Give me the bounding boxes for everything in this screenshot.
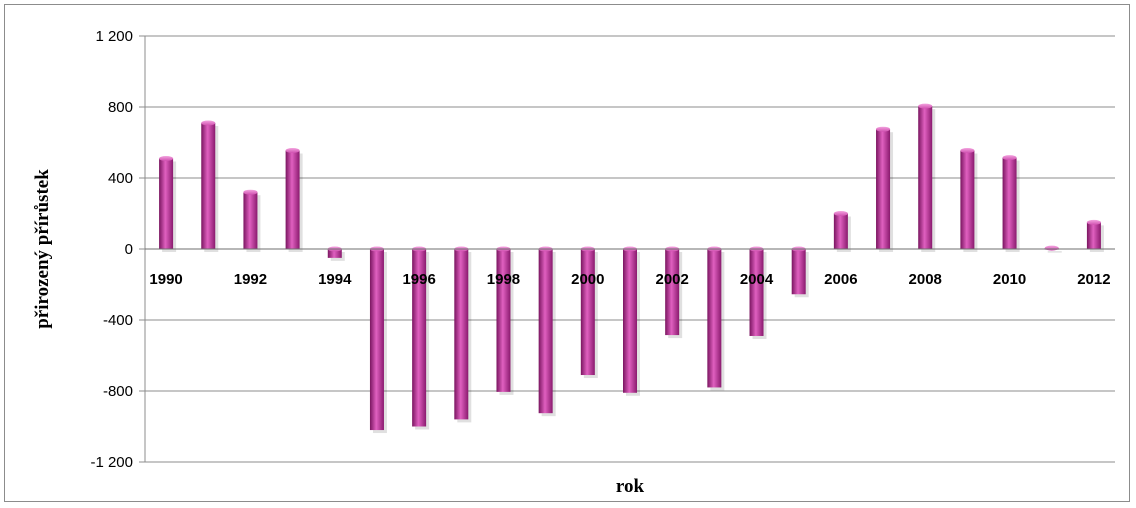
bar-cap [960, 147, 975, 153]
bar-1998 [496, 246, 514, 395]
bar-1999 [538, 246, 556, 417]
bar-body [369, 249, 384, 431]
bar-body [580, 249, 595, 376]
y-tick-label: -800 [103, 383, 133, 400]
bar-body [833, 213, 848, 249]
bar-cap [876, 126, 891, 132]
y-tick-label: -400 [103, 312, 133, 329]
bar-body [159, 158, 174, 249]
x-tick-label: 2008 [909, 271, 942, 288]
bar-2002 [665, 246, 683, 339]
bar-body [960, 150, 975, 249]
bar-2006 [833, 211, 851, 252]
bar-body [918, 106, 933, 249]
x-tick-label: 1990 [149, 271, 182, 288]
chart-frame: -1 200 -800 -400 0 400 800 1 200 1990 1992 1994 1… [4, 4, 1130, 502]
bar-body [201, 122, 216, 249]
bar-2007 [876, 126, 894, 252]
x-tick-label: 1996 [402, 271, 435, 288]
bar-2005 [791, 246, 809, 298]
bar-body [285, 150, 300, 249]
bar-1992 [243, 189, 261, 252]
bar-body [665, 249, 680, 336]
x-axis-title: rok [616, 476, 645, 497]
bar-cap [285, 147, 300, 153]
x-tick-label: 2006 [824, 271, 857, 288]
bars [159, 103, 1104, 434]
x-tick-label: 1994 [318, 271, 352, 288]
bar-cap [833, 211, 848, 216]
y-tick-label: 0 [125, 241, 133, 258]
x-tick-label: 2012 [1077, 271, 1110, 288]
bar-cap [201, 120, 216, 126]
bar-body [876, 129, 891, 249]
bar-body [496, 249, 511, 392]
x-axis-tick-labels: 1990 1992 1994 1996 1998 2000 2002 2004 2006 2008… [149, 271, 1110, 288]
bar-2008 [918, 103, 936, 252]
bar-cap [1002, 155, 1017, 161]
x-tick-label: 2004 [740, 271, 774, 288]
bar-2010 [1002, 155, 1020, 252]
bar-2003 [707, 246, 725, 391]
x-tick-label: 1992 [234, 271, 267, 288]
x-tick-label: 2010 [993, 271, 1026, 288]
y-tick-label: 1 200 [95, 28, 133, 45]
bar-cap [1044, 245, 1059, 251]
bar-body [538, 249, 553, 414]
bar-body [707, 249, 722, 388]
bar-1997 [454, 246, 472, 423]
bar-body [243, 192, 258, 249]
y-axis-tick-labels: -1 200 -800 -400 0 400 800 1 200 [90, 28, 133, 471]
bar-1991 [201, 120, 219, 252]
x-tick-label: 2002 [655, 271, 688, 288]
bar-cap [243, 189, 258, 195]
axes [144, 36, 1115, 462]
y-tick-label: -1 200 [90, 454, 133, 471]
bar-1990 [159, 155, 177, 252]
bar-1993 [285, 147, 303, 252]
x-tick-label: 1998 [487, 271, 520, 288]
bar-2000 [580, 246, 598, 379]
bar-cap [1086, 219, 1101, 225]
y-tick-label: 800 [108, 99, 133, 116]
bar-cap [918, 103, 933, 109]
bar-cap [159, 155, 174, 161]
y-tick-label: 400 [108, 170, 133, 187]
bar-2004 [749, 246, 767, 339]
bar-1995 [369, 246, 387, 434]
bar-2009 [960, 147, 978, 252]
bar-body [623, 249, 637, 393]
bar-body [412, 249, 427, 427]
bar-shadow [1047, 251, 1062, 253]
x-tick-label: 2000 [571, 271, 604, 288]
bar-body [454, 249, 469, 420]
bar-body [327, 249, 342, 258]
y-axis-title: přirozený přírůstek [32, 169, 53, 329]
bar-1996 [412, 246, 430, 430]
bar-body [1086, 222, 1101, 249]
bar-body [791, 249, 806, 295]
bar-body [1002, 157, 1017, 249]
bar-body [749, 249, 764, 336]
bar-2012 [1086, 219, 1104, 252]
bar-2001 [623, 246, 640, 396]
